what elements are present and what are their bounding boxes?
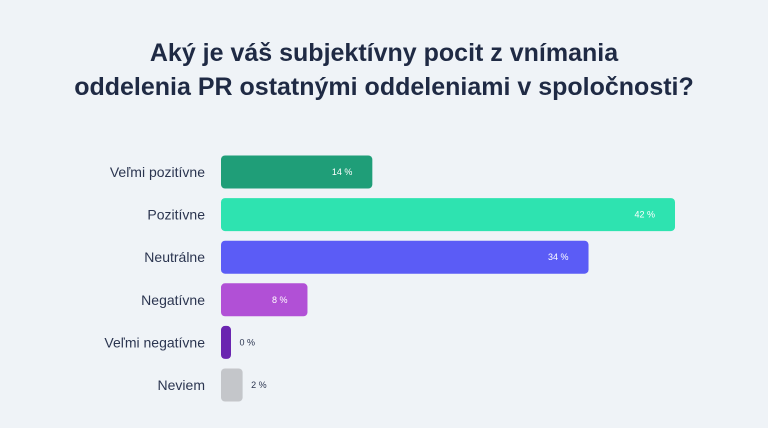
bar — [221, 198, 675, 232]
value-label: 14 % — [332, 167, 353, 177]
bar — [221, 240, 589, 274]
category-label: Veľmi negatívne — [104, 334, 205, 350]
chart-title: Aký je váš subjektívny pocit z vnímania … — [0, 36, 768, 104]
value-label: 2 % — [251, 380, 267, 390]
category-label: Pozitívne — [147, 207, 205, 223]
category-label: Negatívne — [141, 292, 205, 308]
bar — [221, 155, 373, 189]
category-label: Veľmi pozitívne — [110, 164, 205, 180]
value-label: 8 % — [272, 295, 288, 305]
bar — [221, 283, 308, 317]
value-label: 0 % — [239, 337, 255, 347]
bar — [221, 325, 231, 359]
chart-title-line-1: Aký je váš subjektívny pocit z vnímania — [149, 39, 619, 67]
category-label: Neutrálne — [144, 249, 205, 265]
value-label: 42 % — [634, 210, 655, 220]
chart-title-line-2: oddelenia PR ostatnými oddeleniami v spo… — [74, 73, 694, 101]
bar — [221, 368, 243, 402]
category-label: Neviem — [158, 377, 205, 393]
value-label: 34 % — [548, 252, 569, 262]
